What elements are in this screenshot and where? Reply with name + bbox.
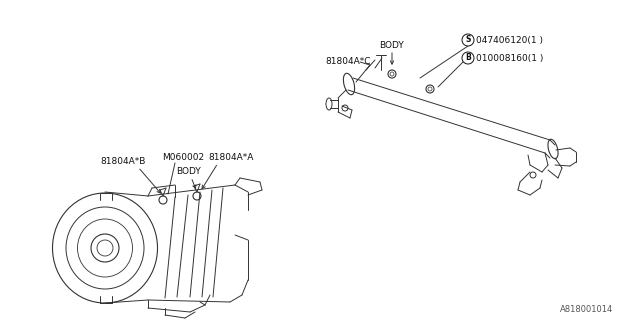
Circle shape (462, 34, 474, 46)
Text: B: B (465, 53, 471, 62)
Text: 81804A*A: 81804A*A (208, 154, 253, 163)
Text: BODY: BODY (380, 41, 404, 50)
Text: 81804A*C: 81804A*C (325, 58, 371, 67)
Text: 047406120(1 ): 047406120(1 ) (476, 36, 543, 44)
Text: 010008160(1 ): 010008160(1 ) (476, 53, 543, 62)
Text: A818001014: A818001014 (560, 306, 613, 315)
Circle shape (462, 52, 474, 64)
Text: S: S (465, 36, 470, 44)
Text: M060002: M060002 (162, 154, 204, 163)
Text: 81804A*B: 81804A*B (100, 157, 145, 166)
Text: BODY: BODY (176, 167, 201, 177)
